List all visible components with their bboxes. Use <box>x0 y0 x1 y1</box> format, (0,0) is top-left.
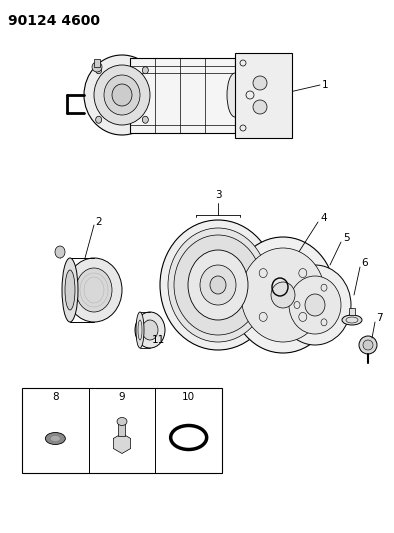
Bar <box>349 308 355 315</box>
Ellipse shape <box>135 312 165 348</box>
Text: 5: 5 <box>343 233 349 243</box>
Ellipse shape <box>160 220 276 350</box>
Ellipse shape <box>142 67 148 74</box>
Ellipse shape <box>92 62 102 72</box>
Ellipse shape <box>62 258 78 322</box>
Ellipse shape <box>117 417 127 425</box>
Ellipse shape <box>177 431 201 445</box>
Ellipse shape <box>136 312 144 348</box>
Ellipse shape <box>342 315 362 325</box>
Text: 6: 6 <box>361 258 368 268</box>
Text: 90124 4600: 90124 4600 <box>8 14 100 28</box>
Ellipse shape <box>76 268 112 312</box>
Bar <box>119 422 126 435</box>
Ellipse shape <box>55 246 65 258</box>
Text: 2: 2 <box>95 217 102 227</box>
Ellipse shape <box>289 276 341 334</box>
Bar <box>235 53 292 138</box>
Ellipse shape <box>142 320 158 340</box>
Ellipse shape <box>305 294 325 316</box>
Ellipse shape <box>112 84 132 106</box>
Ellipse shape <box>104 75 140 115</box>
Ellipse shape <box>271 282 295 308</box>
Ellipse shape <box>279 265 351 345</box>
Ellipse shape <box>241 248 325 342</box>
Text: 8: 8 <box>52 392 59 402</box>
Ellipse shape <box>50 435 60 441</box>
Text: 10: 10 <box>182 392 195 402</box>
Ellipse shape <box>363 340 373 350</box>
Text: 4: 4 <box>320 213 327 223</box>
Text: 11: 11 <box>152 335 165 345</box>
Bar <box>22 388 222 473</box>
Ellipse shape <box>96 67 102 74</box>
Text: 1: 1 <box>322 80 329 90</box>
Ellipse shape <box>174 235 262 335</box>
Ellipse shape <box>168 228 268 342</box>
Ellipse shape <box>66 258 122 322</box>
Ellipse shape <box>200 265 236 305</box>
Ellipse shape <box>96 116 102 123</box>
Ellipse shape <box>84 55 160 135</box>
Ellipse shape <box>210 276 226 294</box>
Polygon shape <box>113 433 131 454</box>
Ellipse shape <box>231 237 335 353</box>
Bar <box>130 58 235 133</box>
Ellipse shape <box>227 73 243 117</box>
Ellipse shape <box>142 116 148 123</box>
Ellipse shape <box>188 250 248 320</box>
Text: 9: 9 <box>119 392 125 402</box>
Ellipse shape <box>253 76 267 90</box>
Ellipse shape <box>45 432 65 445</box>
Text: 7: 7 <box>376 313 383 323</box>
Text: 3: 3 <box>215 190 221 200</box>
Ellipse shape <box>253 100 267 114</box>
Ellipse shape <box>359 336 377 354</box>
Ellipse shape <box>65 270 75 310</box>
Ellipse shape <box>94 65 150 125</box>
Bar <box>94 59 100 67</box>
